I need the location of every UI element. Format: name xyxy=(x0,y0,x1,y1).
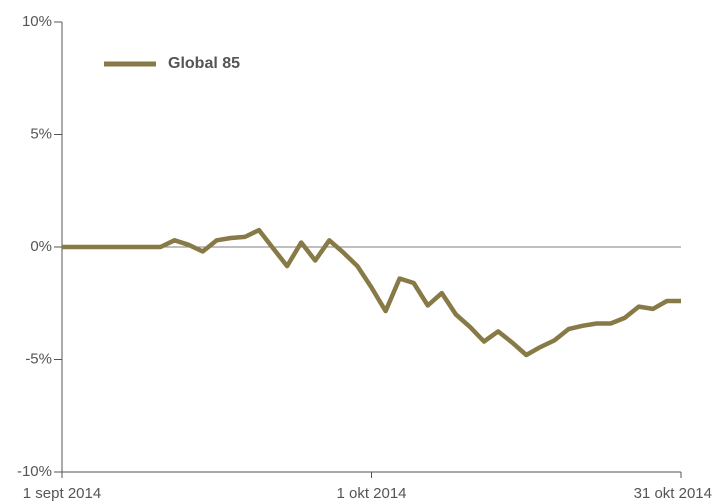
y-tick-label: -10% xyxy=(17,463,52,480)
x-tick-label: 1 okt 2014 xyxy=(336,485,406,502)
y-tick-label: 10% xyxy=(22,13,52,30)
y-tick-label: 5% xyxy=(30,125,52,142)
legend-label: Global 85 xyxy=(168,55,240,72)
x-tick-label: 31 okt 2014 xyxy=(634,485,712,502)
y-tick-label: -5% xyxy=(25,350,52,367)
x-tick-label: 1 sept 2014 xyxy=(23,485,101,502)
line-series xyxy=(62,227,681,358)
y-tick-label: 0% xyxy=(30,238,52,255)
